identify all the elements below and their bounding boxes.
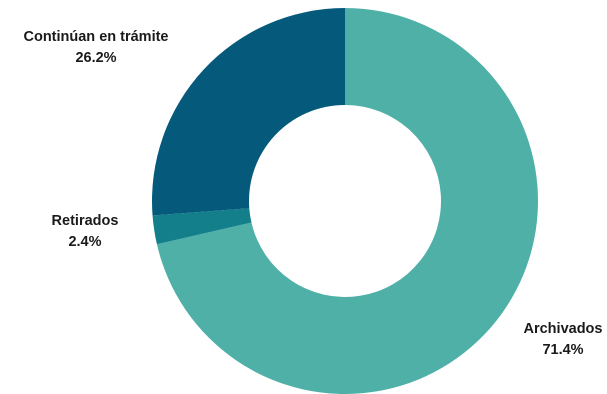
slices-group [152,8,538,394]
slice-retirados [152,208,252,245]
slice-label-archivados: Archivados [524,321,603,337]
slice-value-retirados: 2.4% [68,234,101,250]
slice-value-continuan-en-tramite: 26.2% [75,50,116,66]
labels-group: Archivados 71.4% Retirados 2.4% Continúan en… [23,29,602,358]
slice-label-continuan-en-tramite: Continúan en trámite [23,29,168,45]
slice-label-retirados: Retirados [52,213,119,229]
slice-continuan-en-tramite [152,8,345,216]
slice-value-archivados: 71.4% [542,342,583,358]
slice-archivados [156,8,538,394]
